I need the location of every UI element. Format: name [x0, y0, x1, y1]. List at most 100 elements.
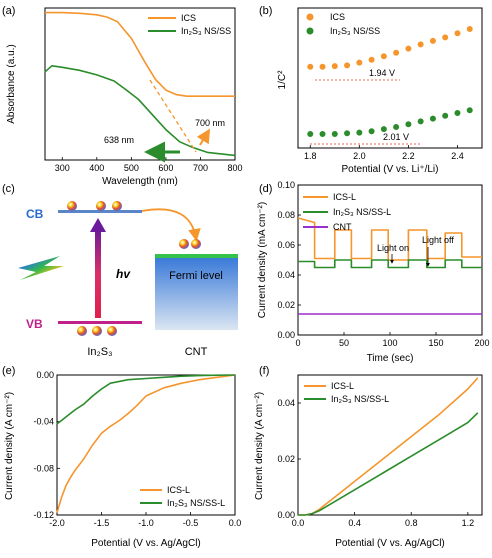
panel-c: (c) CB hv VB In₂S₃ Fermi level CNT	[2, 183, 238, 358]
y-tick-label: -0.08	[33, 463, 54, 473]
y-tick-label: 0.10	[277, 180, 295, 190]
panel-e: (e) -2.0 -1.5 -1.0 -0.5 0.0 0.00 -0.04 -0.08 -0.…	[2, 365, 241, 549]
x-tick-label: 0.0	[229, 518, 242, 528]
x-tick-label: 200	[474, 338, 489, 348]
x-tick-label: 0.8	[405, 518, 418, 528]
hole-icon	[77, 326, 87, 336]
electron-icon	[112, 201, 122, 211]
electron-icon	[96, 201, 106, 211]
cnt-block	[155, 258, 238, 330]
y-tick-label: 0.00	[277, 330, 295, 340]
panel-b-xlabel: Potential (V vs. Li⁺/Li)	[342, 164, 439, 175]
x-tick-label: 50	[339, 338, 349, 348]
x-tick-label: 0.0	[292, 518, 305, 528]
panel-d-xlabel: Time (sec)	[367, 353, 414, 364]
cb-line	[58, 210, 142, 213]
y-tick-label: 0.06	[277, 240, 295, 250]
transfer-arrow	[141, 208, 201, 242]
panel-d-legend-in2s3: In₂S₃ NS/SS-L	[333, 207, 391, 217]
panel-b-legend-swatch-ics	[306, 13, 314, 21]
panel-b-legend-ics: ICS	[330, 12, 345, 22]
panel-b-point-1-13	[466, 106, 474, 114]
panel-a-label: (a)	[2, 5, 15, 17]
panel-f-ylabel: Current density (A cm⁻²)	[254, 392, 265, 500]
panel-b-point-0-11	[441, 33, 449, 42]
panel-b-ann-201: 2.01 V	[383, 132, 409, 142]
x-tick-label: -1.0	[138, 518, 154, 528]
panel-b-label: (b)	[259, 5, 272, 17]
light-bolt-icon	[18, 256, 64, 280]
panel-a-ann-700: 700 nm	[195, 118, 225, 128]
panel-c-label: (c)	[2, 183, 15, 195]
panel-f-legend-in2s3: In₂S₃ NS/SS-L	[331, 394, 389, 404]
panel-b-point-0-13	[466, 25, 474, 33]
panel-b-ylabel: 1/C²	[277, 70, 288, 90]
panel-b-point-1-0	[306, 130, 314, 138]
panel-b-point-0-12	[453, 29, 462, 37]
panel-b-point-1-12	[453, 109, 462, 117]
panel-d-legend-cnt: CNT	[333, 222, 352, 232]
hole-icon	[92, 326, 102, 336]
panel-d-label: (d)	[259, 183, 272, 195]
panel-b-point-1-8	[404, 120, 413, 128]
x-tick-label: 800	[227, 163, 242, 173]
panel-d-legend-ics: ICS-L	[333, 192, 356, 202]
x-tick-label: 400	[89, 163, 104, 173]
panel-b-point-0-8	[404, 44, 413, 53]
panel-b-point-1-1	[318, 130, 327, 138]
panel-e-label: (e)	[2, 365, 15, 377]
x-tick-label: 300	[55, 163, 70, 173]
panel-e-series-line-1	[56, 374, 236, 425]
electron-icon	[191, 239, 201, 249]
fermi-top-line	[155, 254, 238, 258]
panel-a-arrow-orange	[196, 128, 211, 146]
panel-a-ann-638: 638 nm	[104, 135, 134, 145]
panel-a-xlabel: Wavelength (nm)	[102, 176, 178, 187]
panel-b-point-0-6	[380, 52, 388, 60]
panel-f: (f) 0.0 0.4 0.8 1.2 0.00 0.02 0.04 Potential (…	[254, 365, 483, 549]
fermi-level-label: Fermi level	[169, 270, 223, 282]
panel-b-point-1-11	[441, 112, 449, 120]
panel-e-series-line-0	[56, 374, 236, 513]
panel-a-tangent-ics	[149, 79, 197, 153]
in2s3-label: In₂S₃	[87, 346, 112, 358]
panel-f-series-line-1	[298, 412, 479, 516]
electron-icon	[67, 201, 77, 211]
panel-e-ylabel: Current density (A cm⁻²)	[4, 392, 15, 500]
panel-b-point-1-6	[380, 125, 388, 133]
x-tick-label: 150	[428, 338, 443, 348]
panel-b-point-0-10	[429, 37, 437, 45]
panel-b-legend-swatch-in2s3	[306, 27, 314, 35]
panel-e-xlabel: Potential (V vs. Ag/AgCl)	[91, 538, 201, 549]
cnt-label: CNT	[185, 346, 208, 358]
panel-f-frame	[297, 374, 483, 516]
x-tick-label: 1.8	[304, 151, 317, 161]
vb-label: VB	[26, 317, 43, 331]
panel-b-point-1-4	[355, 129, 363, 137]
x-tick-label: 0.4	[348, 518, 361, 528]
x-tick-label: -0.5	[183, 518, 199, 528]
x-tick-label: 0	[295, 338, 300, 348]
x-tick-label: 2.4	[451, 151, 464, 161]
excitation-arrow-head	[90, 218, 106, 232]
panel-a-series-line-0	[45, 11, 235, 97]
y-tick-label: 0.04	[277, 270, 295, 280]
y-tick-label: -0.12	[33, 510, 54, 520]
y-tick-label: -0.04	[33, 417, 54, 427]
panel-a-ylabel: Absorbance (a.u.)	[6, 44, 17, 124]
panel-d: (d) 0 50 100 150 200 0.00 0.02 0.04 0.06 0.08 0.10…	[257, 180, 490, 364]
panel-b: (b) 1.8 2.0 2.2 2.4 Potential (V vs. Li⁺/Li…	[259, 5, 483, 175]
hole-icon	[107, 326, 117, 336]
panel-b-point-1-7	[392, 123, 400, 131]
x-tick-label: 600	[158, 163, 173, 173]
y-tick-label: 0.04	[277, 398, 295, 408]
y-tick-label: 0.08	[277, 210, 295, 220]
panel-f-label: (f)	[259, 365, 269, 377]
y-tick-label: 0.02	[277, 454, 295, 464]
panel-d-ann-light-off: Light off	[422, 235, 454, 245]
panel-f-legend-ics: ICS-L	[331, 381, 354, 391]
panel-b-frame	[297, 7, 483, 149]
panel-b-point-0-9	[417, 40, 425, 49]
hv-label: hv	[116, 267, 131, 281]
